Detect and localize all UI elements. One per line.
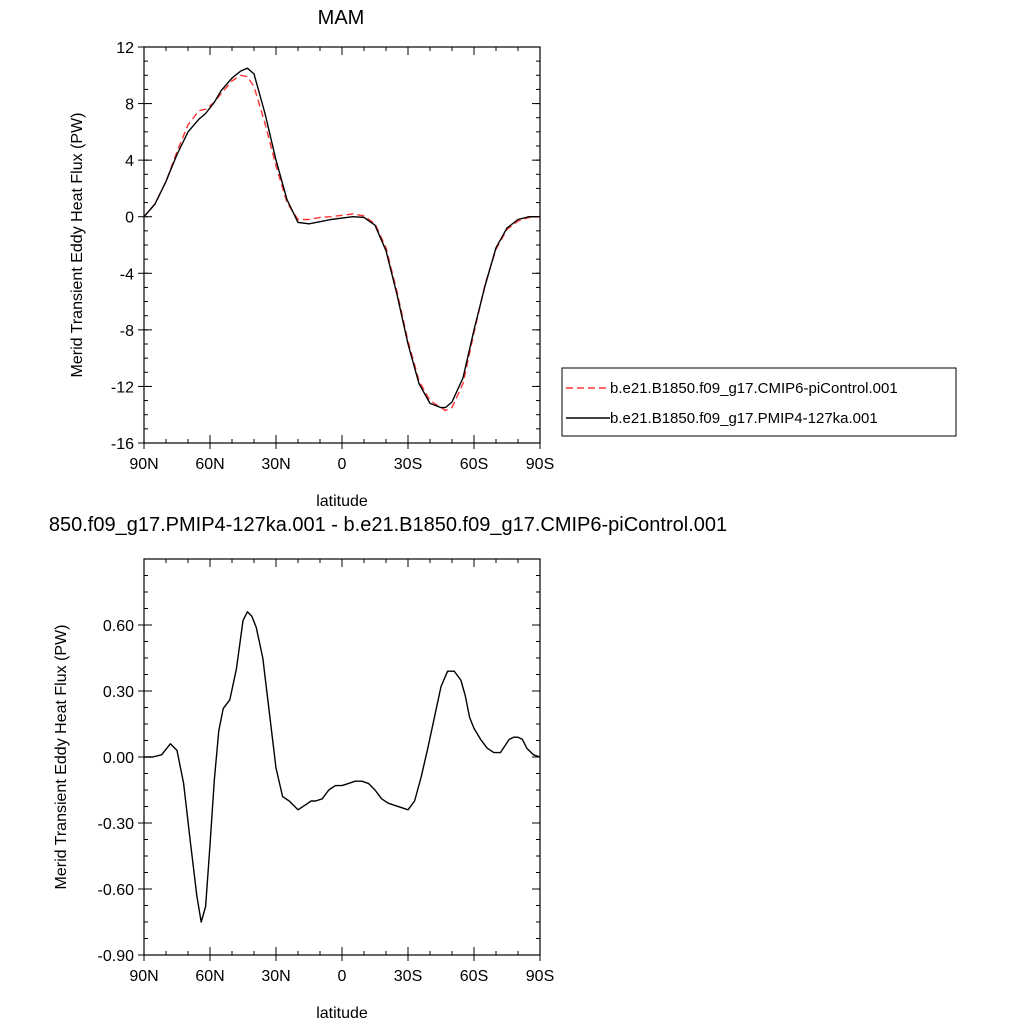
x-tick-label: 90N bbox=[129, 968, 158, 985]
x-tick-label: 30S bbox=[394, 968, 422, 985]
chart-title: MAM bbox=[318, 7, 365, 29]
y-tick-label: -4 bbox=[120, 266, 134, 283]
x-tick-label: 90S bbox=[526, 456, 554, 473]
series-line-1 bbox=[143, 74, 541, 412]
y-tick-label: 0.00 bbox=[103, 750, 134, 767]
series-line-2 bbox=[143, 67, 540, 409]
legend-label-1: b.e21.B1850.f09_g17.CMIP6-piControl.001 bbox=[610, 380, 898, 397]
x-tick-label: 90N bbox=[129, 456, 158, 473]
y-tick-label: -16 bbox=[111, 436, 134, 453]
x-axis-label: latitude bbox=[316, 493, 368, 510]
y-tick-label: -0.60 bbox=[98, 882, 135, 899]
y-tick-label: -0.30 bbox=[98, 816, 135, 833]
x-tick-label: 0 bbox=[338, 968, 347, 985]
legend-box bbox=[561, 367, 957, 437]
x-tick-label: 0 bbox=[338, 456, 347, 473]
y-axis-label: Merid Transient Eddy Heat Flux (PW) bbox=[53, 625, 70, 890]
chart-title: 850.f09_g17.PMIP4-127ka.001 - b.e21.B185… bbox=[49, 514, 727, 536]
y-axis-label: Merid Transient Eddy Heat Flux (PW) bbox=[69, 113, 86, 378]
x-tick-label: 30N bbox=[261, 456, 290, 473]
y-tick-label: 0.60 bbox=[103, 618, 134, 635]
y-tick-label: -12 bbox=[111, 379, 134, 396]
legend-label-2: b.e21.B1850.f09_g17.PMIP4-127ka.001 bbox=[610, 410, 878, 427]
y-tick-label: -0.90 bbox=[98, 948, 135, 965]
y-tick-label: 0.30 bbox=[103, 684, 134, 701]
x-tick-label: 60N bbox=[195, 968, 224, 985]
y-tick-label: 8 bbox=[125, 97, 134, 114]
y-tick-label: 12 bbox=[116, 40, 134, 57]
x-tick-label: 60N bbox=[195, 456, 224, 473]
x-tick-label: 60S bbox=[460, 456, 488, 473]
x-tick-label: 90S bbox=[526, 968, 554, 985]
legend: b.e21.B1850.f09_g17.CMIP6-piControl.001b… bbox=[561, 367, 957, 437]
x-tick-label: 30S bbox=[394, 456, 422, 473]
chart-panel-2: 90N 60N 30N 0 30S 60S 90S 0.60 0.30 0.00 -0.30 -0.6… bbox=[49, 514, 727, 1022]
chart-panel-1: 90N 60N 30N 0 30S 60S 90S 12 8 4 0 -4 -8 -12 -16 MAM lat… bbox=[69, 7, 957, 510]
y-tick-label: 0 bbox=[125, 210, 134, 227]
y-tick-label: 4 bbox=[125, 153, 134, 170]
y-tick-label: -8 bbox=[120, 323, 134, 340]
plot-frame bbox=[143, 46, 541, 444]
x-axis-label: latitude bbox=[316, 1005, 368, 1022]
x-tick-label: 60S bbox=[460, 968, 488, 985]
plot-frame bbox=[143, 558, 541, 956]
x-tick-label: 30N bbox=[261, 968, 290, 985]
series-line-1 bbox=[144, 611, 541, 923]
